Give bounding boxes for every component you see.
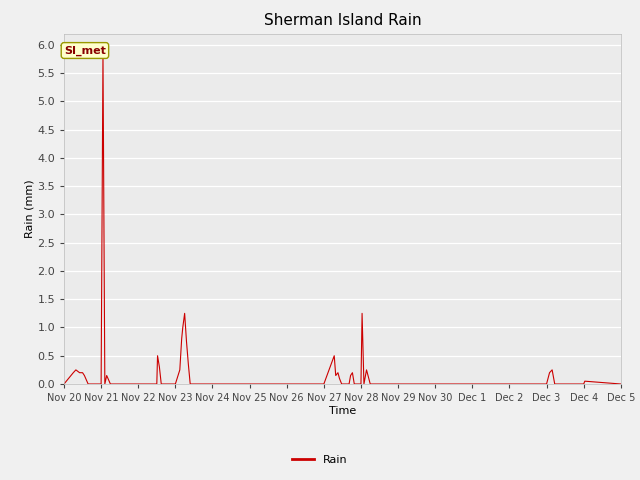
Y-axis label: Rain (mm): Rain (mm) — [24, 180, 35, 238]
Title: Sherman Island Rain: Sherman Island Rain — [264, 13, 421, 28]
X-axis label: Time: Time — [329, 406, 356, 416]
Legend: Rain: Rain — [288, 451, 352, 469]
Text: SI_met: SI_met — [64, 46, 106, 56]
